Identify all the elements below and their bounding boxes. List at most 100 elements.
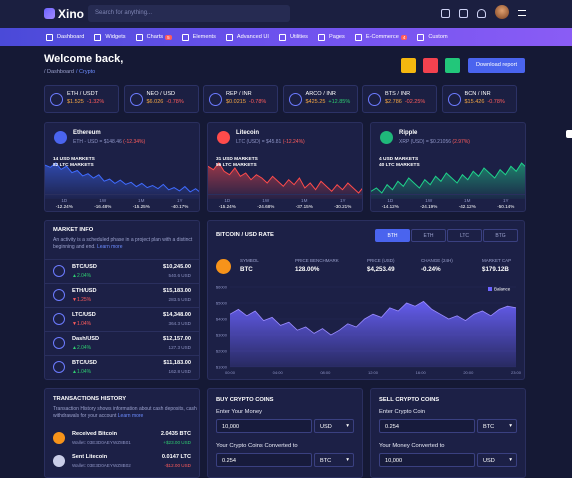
- nav-label: Widgets: [105, 34, 126, 40]
- sparkline-area: [45, 163, 199, 199]
- select[interactable]: BTC: [477, 419, 517, 433]
- market-count: 31 USD MARKETS: [216, 157, 258, 162]
- x-tick-label: 12:00: [368, 370, 379, 375]
- pair: BTC/USD: [72, 264, 97, 270]
- ticker-change: -02.25%: [404, 99, 426, 105]
- ticker-icon: [368, 93, 381, 106]
- crumb: / Crypto: [75, 69, 96, 75]
- volume: 540.6 USD: [168, 273, 191, 278]
- period-label: 1D: [224, 198, 231, 203]
- ticker-card: REP / INR $0.0215 -0.78%: [203, 85, 278, 113]
- nav-item[interactable]: Elements: [182, 34, 216, 41]
- period-change: -14.12%: [381, 204, 399, 209]
- coin-icon: [54, 131, 67, 144]
- sparkline: [371, 162, 525, 199]
- period-change: -24.19%: [420, 204, 438, 209]
- coin-quote-text: ETH - USD = $148.46: [73, 139, 122, 145]
- red-button[interactable]: [423, 58, 438, 73]
- fullscreen-icon[interactable]: [441, 9, 450, 18]
- btc-icon: [216, 259, 231, 274]
- ticker-icon: [209, 93, 222, 106]
- amount: 0.0147 LTC: [161, 454, 191, 460]
- select[interactable]: USD: [477, 453, 517, 467]
- nav-label: Custom: [428, 34, 448, 40]
- period-label: 1Y: [502, 198, 509, 203]
- ticker-pair: ARCO / INR: [305, 91, 336, 97]
- market-row: BTC/USD 1.04% $11,183.00 162.8 USD: [45, 355, 199, 377]
- avatar[interactable]: [495, 5, 509, 19]
- card-text: An activity is a scheduled phase in a pr…: [53, 237, 198, 250]
- rate-card: BITCOIN / USD RATE BTH ETH LTC BTG SYMBOL BTC P…: [207, 220, 525, 380]
- coin-quote: ETH - USD = $148.46 (-12.34%): [73, 139, 145, 145]
- mail-icon[interactable]: [459, 9, 468, 18]
- nav-item[interactable]: Custom: [417, 34, 447, 41]
- settings-tab[interactable]: [566, 130, 572, 138]
- x-tick-label: 04:00: [273, 370, 284, 375]
- nav-item[interactable]: Advanced UI: [226, 34, 269, 41]
- price: $12,157.00: [163, 336, 191, 342]
- ticker-values: $6.026 -0.78%: [147, 99, 194, 105]
- change: 1.04%: [72, 321, 91, 327]
- sell-card: SELL CRYPTO COINS Enter Crypto Coin 0.254 B…: [370, 388, 526, 478]
- select[interactable]: USD: [314, 419, 354, 433]
- y-tick-label: $3000: [216, 333, 228, 338]
- coin-quote-change: (-12.24%): [282, 139, 305, 145]
- ticker-card: BTS / INR $2.786 -02.25%: [362, 85, 437, 113]
- search-box[interactable]: Search for anything...: [88, 5, 290, 22]
- tab[interactable]: ETH: [411, 229, 446, 242]
- stat-value: 128.00%: [295, 266, 320, 273]
- nav-item[interactable]: Pages: [318, 34, 345, 41]
- select[interactable]: BTC: [314, 453, 354, 467]
- input[interactable]: 0.254: [379, 419, 475, 433]
- input[interactable]: 10,000: [216, 419, 312, 433]
- green-button[interactable]: [445, 58, 460, 73]
- nav-item[interactable]: Dashboard: [46, 34, 84, 41]
- change: 1.04%: [72, 369, 91, 375]
- market-count: 82 LTC MARKETS: [53, 163, 94, 168]
- wallet: Wallet: 03E3D0AEYWZ8B01: [72, 440, 131, 445]
- market-info-card: MARKET INFO An activity is a scheduled ph…: [44, 220, 200, 380]
- learn-more[interactable]: Learn more: [117, 412, 144, 419]
- period-label: 1M: [301, 198, 308, 203]
- input[interactable]: 10,000: [379, 453, 475, 467]
- coin-icon: [53, 361, 65, 373]
- pair: LTC/USD: [72, 312, 96, 318]
- market-count: 14 USD MARKETS: [53, 157, 95, 162]
- x-tick-label: 00:00: [225, 370, 236, 375]
- menu-icon[interactable]: [518, 10, 526, 16]
- ticker-pair: BCN / INR: [464, 91, 491, 97]
- coin-quote: XRP (USD) = $0.21056 (2.97%): [399, 139, 470, 145]
- nav-label: Utilities: [289, 34, 308, 40]
- input[interactable]: 0.254: [216, 453, 312, 467]
- nav-label: Dashboard: [57, 34, 85, 40]
- stat: PRICE (USD) $4,253.49: [367, 258, 395, 273]
- tab[interactable]: BTH: [375, 229, 410, 242]
- description: Transaction History shows information ab…: [53, 406, 197, 419]
- x-tick-label: 08:00: [320, 370, 331, 375]
- nav-item[interactable]: Widgets: [94, 34, 125, 41]
- yellow-button[interactable]: [401, 58, 416, 73]
- period-label: 1M: [464, 198, 471, 203]
- tab[interactable]: BTG: [483, 229, 518, 242]
- wallet: Wallet: 03E3D0AEYWZ8B02: [72, 463, 131, 468]
- price: $15,183.00: [163, 288, 191, 294]
- download-button[interactable]: Download report: [468, 58, 525, 73]
- learn-more[interactable]: Learn more: [96, 243, 123, 250]
- market-row: ETH/USD 1.25% $15,183.00 283.5 USD: [45, 283, 199, 305]
- crumb[interactable]: / Dashboard: [44, 69, 74, 75]
- tab[interactable]: LTC: [447, 229, 482, 242]
- ticker-icon: [288, 93, 302, 106]
- nav-item[interactable]: Charts 5: [136, 34, 172, 41]
- sparkline-area: [371, 163, 525, 199]
- bell-icon[interactable]: [477, 9, 486, 18]
- ticker-card: ARCO / INR $425.25 +12.85%: [282, 85, 358, 113]
- stat-value: BTC: [240, 266, 253, 273]
- area-line: [229, 300, 517, 336]
- nav-item[interactable]: Utilities: [279, 34, 308, 41]
- nav-item[interactable]: E-Commerce 4: [355, 34, 408, 41]
- buy-card: BUY CRYPTO COINS Enter Your Money 10,000 US…: [207, 388, 363, 478]
- period-label: 1W: [425, 198, 433, 203]
- nav-badge: 4: [400, 34, 408, 40]
- period-label: 1Y: [339, 198, 346, 203]
- nav-badge: 5: [165, 34, 172, 40]
